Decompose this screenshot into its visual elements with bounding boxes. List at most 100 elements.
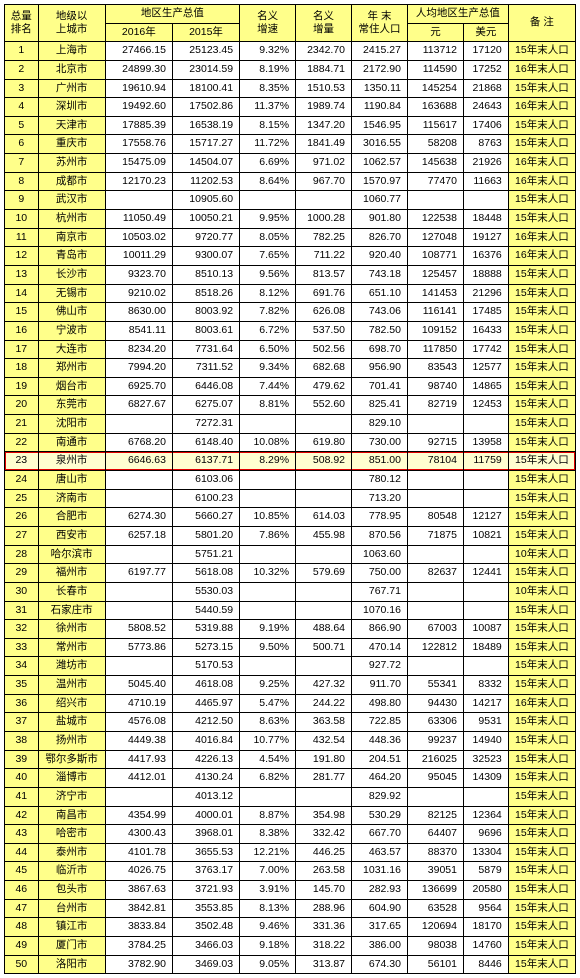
cell-rank: 2 xyxy=(5,60,39,79)
cell-rate: 8.15% xyxy=(240,116,296,135)
cell-note: 15年末人口 xyxy=(508,340,575,359)
cell-2016 xyxy=(105,471,172,490)
cell-2016 xyxy=(105,582,172,601)
cell-yuan: 163688 xyxy=(408,98,464,117)
cell-note: 16年末人口 xyxy=(508,247,575,266)
cell-inc: 619.80 xyxy=(296,433,352,452)
cell-yuan: 64407 xyxy=(408,825,464,844)
cell-usd: 14217 xyxy=(463,694,508,713)
cell-rank: 37 xyxy=(5,713,39,732)
cell-pop: 743.18 xyxy=(352,265,408,284)
cell-usd: 12453 xyxy=(463,396,508,415)
cell-city: 青岛市 xyxy=(38,247,105,266)
cell-2016: 3784.25 xyxy=(105,937,172,956)
cell-rate: 12.21% xyxy=(240,843,296,862)
cell-rank: 24 xyxy=(5,471,39,490)
cell-city: 绍兴市 xyxy=(38,694,105,713)
cell-rate: 7.00% xyxy=(240,862,296,881)
cell-inc: 579.69 xyxy=(296,564,352,583)
cell-yuan: 80548 xyxy=(408,508,464,527)
cell-pop: 1350.11 xyxy=(352,79,408,98)
cell-2016: 3782.90 xyxy=(105,955,172,974)
cell-rank: 1 xyxy=(5,42,39,61)
cell-note: 15年末人口 xyxy=(508,135,575,154)
cell-inc: 432.54 xyxy=(296,731,352,750)
cell-usd: 20580 xyxy=(463,881,508,900)
cell-pop: 730.00 xyxy=(352,433,408,452)
cell-rate xyxy=(240,582,296,601)
cell-rate: 9.95% xyxy=(240,210,296,229)
cell-inc: 479.62 xyxy=(296,377,352,396)
table-row: 17大连市8234.207731.646.50%502.56698.701178… xyxy=(5,340,576,359)
cell-inc: 971.02 xyxy=(296,154,352,173)
cell-pop: 282.93 xyxy=(352,881,408,900)
cell-pop: 1060.77 xyxy=(352,191,408,210)
cell-rate: 8.29% xyxy=(240,452,296,471)
cell-usd: 10821 xyxy=(463,526,508,545)
cell-city: 济宁市 xyxy=(38,787,105,806)
cell-2016: 4026.75 xyxy=(105,862,172,881)
cell-pop: 829.92 xyxy=(352,787,408,806)
cell-pop: 743.06 xyxy=(352,303,408,322)
cell-rate: 8.12% xyxy=(240,284,296,303)
cell-city: 常州市 xyxy=(38,638,105,657)
cell-usd xyxy=(463,657,508,676)
cell-2015: 8510.13 xyxy=(172,265,239,284)
cell-rate: 7.82% xyxy=(240,303,296,322)
cell-note: 10年末人口 xyxy=(508,545,575,564)
cell-inc xyxy=(296,191,352,210)
cell-inc: 682.68 xyxy=(296,359,352,378)
cell-inc xyxy=(296,657,352,676)
cell-city: 鄂尔多斯市 xyxy=(38,750,105,769)
table-row: 38扬州市4449.384016.8410.77%432.54448.36992… xyxy=(5,731,576,750)
table-row: 10杭州市11050.4910050.219.95%1000.28901.801… xyxy=(5,210,576,229)
cell-city: 重庆市 xyxy=(38,135,105,154)
cell-city: 杭州市 xyxy=(38,210,105,229)
cell-pop: 956.90 xyxy=(352,359,408,378)
cell-yuan: 78104 xyxy=(408,452,464,471)
cell-yuan: 92715 xyxy=(408,433,464,452)
cell-2016: 19610.94 xyxy=(105,79,172,98)
table-row: 22南通市6768.206148.4010.08%619.80730.00927… xyxy=(5,433,576,452)
cell-usd: 14865 xyxy=(463,377,508,396)
cell-rate: 8.81% xyxy=(240,396,296,415)
cell-rate: 10.77% xyxy=(240,731,296,750)
cell-rate: 9.05% xyxy=(240,955,296,974)
cell-pop: 825.41 xyxy=(352,396,408,415)
cell-pop: 448.36 xyxy=(352,731,408,750)
cell-2015: 3469.03 xyxy=(172,955,239,974)
cell-city: 长沙市 xyxy=(38,265,105,284)
cell-usd: 21926 xyxy=(463,154,508,173)
cell-pop: 651.10 xyxy=(352,284,408,303)
cell-yuan: 77470 xyxy=(408,172,464,191)
cell-city: 深圳市 xyxy=(38,98,105,117)
cell-rate: 9.56% xyxy=(240,265,296,284)
table-header: 总量排名 地级以上城市 地区生产总值 名义增速 名义增量 年 末常住人口 人均地… xyxy=(5,5,576,42)
cell-2015: 4618.08 xyxy=(172,676,239,695)
cell-note: 16年末人口 xyxy=(508,154,575,173)
cell-rank: 20 xyxy=(5,396,39,415)
cell-2015: 5170.53 xyxy=(172,657,239,676)
cell-pop: 713.20 xyxy=(352,489,408,508)
cell-rank: 43 xyxy=(5,825,39,844)
cell-rank: 5 xyxy=(5,116,39,135)
cell-usd: 9564 xyxy=(463,899,508,918)
cell-rate: 7.86% xyxy=(240,526,296,545)
cell-note: 15年末人口 xyxy=(508,303,575,322)
cell-rate xyxy=(240,471,296,490)
cell-2015: 6137.71 xyxy=(172,452,239,471)
cell-2016: 4710.19 xyxy=(105,694,172,713)
cell-usd: 13958 xyxy=(463,433,508,452)
table-row: 34潍坊市5170.53927.7215年末人口 xyxy=(5,657,576,676)
cell-2015: 7311.52 xyxy=(172,359,239,378)
table-row: 32徐州市5808.525319.889.19%488.64866.906700… xyxy=(5,620,576,639)
hdr-gdp: 地区生产总值 xyxy=(105,5,239,24)
cell-rank: 27 xyxy=(5,526,39,545)
cell-yuan: 39051 xyxy=(408,862,464,881)
cell-usd: 16376 xyxy=(463,247,508,266)
cell-city: 徐州市 xyxy=(38,620,105,639)
table-row: 33常州市5773.865273.159.50%500.71470.141228… xyxy=(5,638,576,657)
cell-2016: 4449.38 xyxy=(105,731,172,750)
cell-rate: 8.38% xyxy=(240,825,296,844)
cell-yuan: 145254 xyxy=(408,79,464,98)
